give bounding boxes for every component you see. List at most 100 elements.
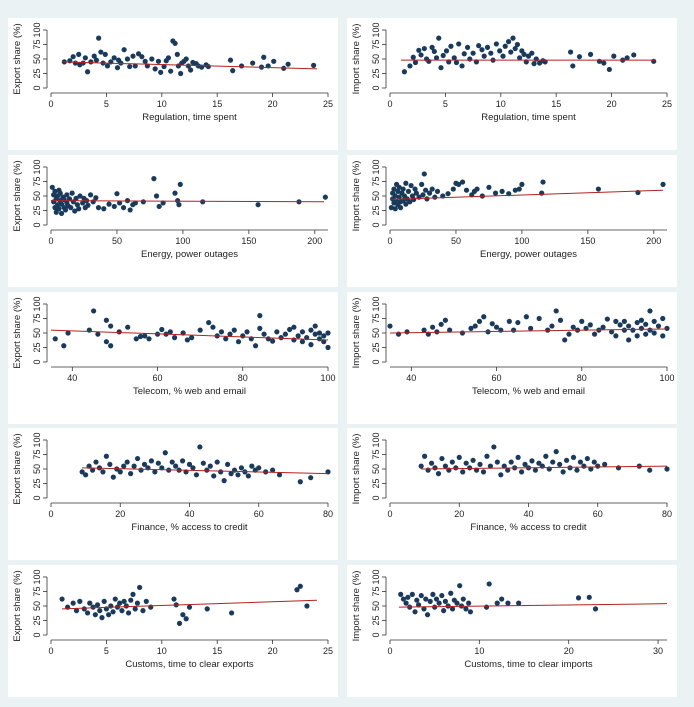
data-point <box>499 596 505 602</box>
data-point <box>121 47 127 53</box>
data-point <box>392 206 398 212</box>
y-tick-label: 50 <box>32 191 42 201</box>
data-point <box>516 600 522 606</box>
x-tick-label: 15 <box>212 99 222 109</box>
data-point <box>176 202 182 208</box>
y-tick-label: 50 <box>32 328 42 338</box>
data-point <box>398 591 404 597</box>
data-point <box>615 465 622 471</box>
data-point <box>587 51 594 57</box>
data-point <box>119 608 125 614</box>
y-tick-label: 75 <box>32 449 42 459</box>
data-point <box>442 463 448 469</box>
data-point <box>430 324 436 330</box>
data-point <box>472 323 478 329</box>
y-tick-label: 50 <box>371 464 381 474</box>
data-point <box>396 194 402 200</box>
data-point <box>224 461 231 467</box>
data-point <box>476 318 483 324</box>
data-point <box>84 69 91 75</box>
data-point <box>173 463 179 469</box>
data-point <box>106 201 112 207</box>
data-point <box>655 323 662 329</box>
data-point <box>505 600 511 606</box>
data-point <box>125 324 131 330</box>
data-point <box>255 202 261 208</box>
data-point <box>271 58 277 64</box>
data-point <box>172 40 178 46</box>
data-point <box>421 45 427 52</box>
data-point <box>85 202 91 208</box>
y-tick-label: 25 <box>32 342 42 352</box>
data-point <box>61 343 67 349</box>
data-point <box>592 606 599 612</box>
data-point <box>459 63 465 69</box>
data-point <box>295 333 301 339</box>
data-point <box>494 600 500 606</box>
y-tick-label: 0 <box>32 359 42 364</box>
data-point <box>256 465 262 471</box>
data-point <box>493 41 499 47</box>
data-point <box>66 196 73 202</box>
data-point <box>424 196 430 202</box>
data-point <box>486 581 492 587</box>
data-point <box>110 474 116 480</box>
data-point <box>148 458 155 464</box>
data-point <box>244 329 250 335</box>
data-point <box>299 329 306 335</box>
y-tick-label: 0 <box>371 222 381 227</box>
data-point <box>101 598 107 604</box>
data-point <box>634 319 640 326</box>
data-point <box>466 600 472 606</box>
data-point <box>543 453 549 459</box>
data-point <box>174 51 180 57</box>
data-point <box>120 205 127 211</box>
data-point <box>459 179 466 185</box>
data-point <box>447 327 453 333</box>
x-axis-title: Regulation, time spent <box>142 112 237 123</box>
data-point <box>518 469 525 475</box>
data-point <box>493 324 500 330</box>
fitted-line <box>82 467 329 475</box>
data-point <box>131 463 137 469</box>
x-tick-label: 60 <box>593 509 603 519</box>
data-point <box>124 56 131 62</box>
data-point <box>227 57 234 63</box>
data-point <box>387 323 393 329</box>
data-point <box>64 192 70 198</box>
data-point <box>448 43 454 49</box>
data-point <box>600 324 606 330</box>
data-point <box>79 469 85 475</box>
data-point <box>596 58 603 64</box>
data-point <box>176 620 183 626</box>
fitted-line <box>389 328 668 334</box>
y-tick-label: 100 <box>371 432 381 447</box>
data-point <box>231 327 237 333</box>
data-point <box>613 333 619 339</box>
data-point <box>321 339 327 345</box>
data-point <box>177 181 183 187</box>
data-point <box>440 52 446 59</box>
data-point <box>228 471 234 477</box>
data-point <box>137 333 144 340</box>
x-tick-label: 100 <box>514 236 529 246</box>
data-point <box>56 206 62 212</box>
data-point <box>106 612 112 618</box>
data-point <box>562 337 568 343</box>
data-point <box>77 193 83 199</box>
y-tick-label: 75 <box>32 313 42 323</box>
data-point <box>449 459 455 465</box>
x-tick-label: 0 <box>48 509 53 519</box>
chart-background <box>8 565 338 697</box>
data-point <box>536 460 542 466</box>
data-point <box>124 459 130 465</box>
y-tick-label: 75 <box>371 176 381 186</box>
data-point <box>116 329 122 335</box>
data-point <box>111 203 117 210</box>
data-point <box>312 323 318 329</box>
x-tick-label: 20 <box>268 99 278 109</box>
data-point <box>214 459 220 465</box>
data-point <box>130 53 136 59</box>
data-point <box>156 203 162 210</box>
chart-background <box>8 155 338 287</box>
